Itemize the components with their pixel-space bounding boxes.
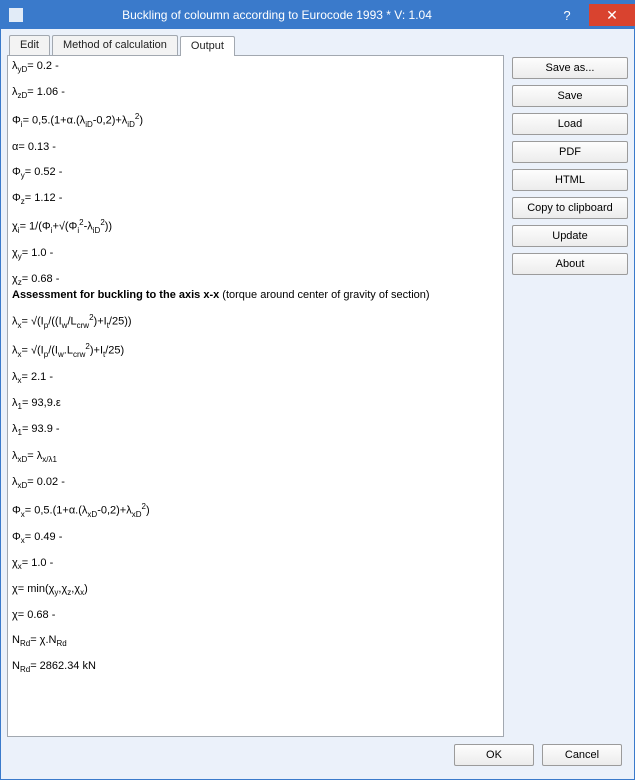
output-line-l13: λ1= 93,9.ε <box>12 397 501 412</box>
tab-output[interactable]: Output <box>180 36 235 56</box>
cancel-button[interactable]: Cancel <box>542 744 622 766</box>
copy-button[interactable]: Copy to clipboard <box>512 197 628 219</box>
output-line-l08: χy= 1.0 - <box>12 247 501 262</box>
tab-method[interactable]: Method of calculation <box>52 35 178 55</box>
output-line-l18: Φx= 0.49 - <box>12 531 501 546</box>
about-button[interactable]: About <box>512 253 628 275</box>
window: Buckling of coloumn according to Eurocod… <box>0 0 635 780</box>
tab-edit[interactable]: Edit <box>9 35 50 55</box>
left-pane: Edit Method of calculation Output λyD= 0… <box>7 35 504 737</box>
tab-page-output: λyD= 0.2 - λzD= 1.06 - Φi= 0,5.(1+α.(λiD-0… <box>7 55 504 737</box>
load-button[interactable]: Load <box>512 113 628 135</box>
output-line-l20: χ= min(χy,χz,χx) <box>12 583 501 598</box>
output-line-l04: α= 0.13 - <box>12 141 501 155</box>
output-line-l10: λx= √(Ip/((Iw/Lcrw2)+It/25)) <box>12 313 501 331</box>
save-button[interactable]: Save <box>512 85 628 107</box>
output-line-l21: χ= 0.68 - <box>12 609 501 623</box>
output-line-l09: χz= 0.68 - <box>12 273 501 288</box>
close-button[interactable]: ✕ <box>589 4 635 26</box>
output-header: Assessment for buckling to the axis x-x … <box>12 289 501 303</box>
output-line-l02: λzD= 1.06 - <box>12 86 501 101</box>
output-line-l22: NRd= χ.NRd <box>12 634 501 649</box>
output-line-l19: χx= 1.0 - <box>12 557 501 572</box>
app-icon <box>9 8 23 22</box>
update-button[interactable]: Update <box>512 225 628 247</box>
output-line-l14: λ1= 93.9 - <box>12 423 501 438</box>
output-line-l03: Φi= 0,5.(1+α.(λiD-0,2)+λiD2) <box>12 112 501 130</box>
window-title: Buckling of coloumn according to Eurocod… <box>29 8 545 22</box>
saveas-button[interactable]: Save as... <box>512 57 628 79</box>
output-line-l01: λyD= 0.2 - <box>12 60 501 75</box>
output-line-l23: NRd= 2862.34 kN <box>12 660 501 675</box>
titlebar: Buckling of coloumn according to Eurocod… <box>1 1 634 29</box>
html-button[interactable]: HTML <box>512 169 628 191</box>
client-area: Edit Method of calculation Output λyD= 0… <box>1 29 634 779</box>
pdf-button[interactable]: PDF <box>512 141 628 163</box>
ok-button[interactable]: OK <box>454 744 534 766</box>
output-line-l17: Φx= 0,5.(1+α.(λxD-0,2)+λxD2) <box>12 502 501 520</box>
bottom-bar: OK Cancel <box>7 737 628 773</box>
output-line-l11: λx= √(Ip/(Iw.Lcrw2)+It/25) <box>12 342 501 360</box>
output-line-l07: χi= 1/(Φi+√(Φi2-λiD2)) <box>12 218 501 236</box>
main-columns: Edit Method of calculation Output λyD= 0… <box>7 35 628 737</box>
output-line-l12: λx= 2.1 - <box>12 371 501 386</box>
help-button[interactable]: ? <box>545 4 589 26</box>
output-line-l06: Φz= 1.12 - <box>12 192 501 207</box>
output-scroll[interactable]: λyD= 0.2 - λzD= 1.06 - Φi= 0,5.(1+α.(λiD-0… <box>8 56 503 736</box>
output-line-l16: λxD= 0.02 - <box>12 476 501 491</box>
output-line-l15: λxD= λx/λ1 <box>12 450 501 465</box>
output-line-l05: Φy= 0.52 - <box>12 166 501 181</box>
right-pane: Save as... Save Load PDF HTML Copy to cl… <box>504 35 628 737</box>
tab-strip: Edit Method of calculation Output <box>9 35 504 55</box>
